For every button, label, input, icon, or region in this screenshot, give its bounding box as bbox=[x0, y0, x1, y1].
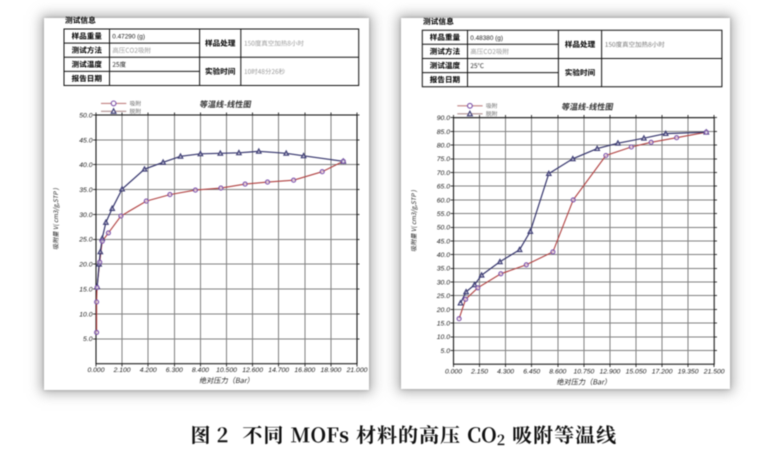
svg-text:60.0: 60.0 bbox=[437, 197, 450, 204]
svg-text:30.0: 30.0 bbox=[79, 212, 92, 219]
svg-text:55.0: 55.0 bbox=[437, 211, 450, 218]
svg-text:0.000: 0.000 bbox=[445, 369, 462, 376]
svg-text:5.0: 5.0 bbox=[441, 348, 451, 355]
svg-text:18.900: 18.900 bbox=[321, 367, 342, 374]
svg-text:20.0: 20.0 bbox=[436, 307, 450, 314]
svg-text:12.600: 12.600 bbox=[242, 367, 263, 374]
svg-text:30.0: 30.0 bbox=[437, 279, 450, 286]
svg-text:12.900: 12.900 bbox=[600, 369, 621, 376]
svg-text:15.0: 15.0 bbox=[79, 287, 92, 294]
svg-text:2.150: 2.150 bbox=[470, 369, 488, 376]
svg-text:70.0: 70.0 bbox=[437, 170, 450, 177]
svg-text:5.0: 5.0 bbox=[83, 336, 93, 343]
svg-text:0.47290 (g): 0.47290 (g) bbox=[112, 34, 145, 41]
svg-text:0.48380 (g): 0.48380 (g) bbox=[470, 35, 503, 42]
svg-text:40.0: 40.0 bbox=[437, 252, 450, 259]
svg-text:45.0: 45.0 bbox=[437, 238, 450, 245]
svg-text:14.700: 14.700 bbox=[268, 367, 289, 374]
svg-text:17.200: 17.200 bbox=[652, 369, 673, 376]
svg-text:50.0: 50.0 bbox=[79, 112, 92, 119]
svg-text:40.0: 40.0 bbox=[79, 162, 92, 169]
svg-text:8.600: 8.600 bbox=[549, 369, 566, 376]
svg-text:16.800: 16.800 bbox=[294, 367, 315, 374]
svg-text:85.0: 85.0 bbox=[437, 129, 450, 136]
svg-text:19.350: 19.350 bbox=[678, 369, 699, 376]
svg-text:15.050: 15.050 bbox=[626, 369, 647, 376]
svg-text:10.500: 10.500 bbox=[216, 367, 237, 374]
svg-text:6.300: 6.300 bbox=[166, 367, 183, 374]
svg-text:65.0: 65.0 bbox=[437, 184, 450, 191]
svg-text:21.500: 21.500 bbox=[703, 369, 725, 376]
svg-text:75.0: 75.0 bbox=[437, 156, 450, 163]
svg-text:35.0: 35.0 bbox=[437, 266, 450, 273]
svg-text:35.0: 35.0 bbox=[79, 187, 92, 194]
svg-text:6.450: 6.450 bbox=[523, 369, 540, 376]
svg-text:21.000: 21.000 bbox=[346, 367, 368, 374]
svg-text:0.000: 0.000 bbox=[87, 367, 104, 374]
svg-text:45.0: 45.0 bbox=[79, 137, 92, 144]
svg-text:15.0: 15.0 bbox=[437, 321, 450, 328]
svg-text:25.0: 25.0 bbox=[436, 293, 450, 300]
svg-text:90.0: 90.0 bbox=[437, 115, 450, 122]
svg-text:4.200: 4.200 bbox=[140, 367, 157, 374]
svg-text:2.100: 2.100 bbox=[113, 367, 131, 374]
svg-text:25.0: 25.0 bbox=[78, 237, 92, 244]
svg-text:20.0: 20.0 bbox=[78, 262, 92, 269]
svg-text:4.300: 4.300 bbox=[497, 369, 514, 376]
svg-text:10.750: 10.750 bbox=[574, 369, 595, 376]
svg-text:50.0: 50.0 bbox=[437, 225, 450, 232]
svg-text:10.0: 10.0 bbox=[437, 334, 450, 341]
svg-text:80.0: 80.0 bbox=[437, 143, 450, 150]
svg-text:10.0: 10.0 bbox=[79, 311, 92, 318]
svg-text:8.400: 8.400 bbox=[192, 367, 209, 374]
